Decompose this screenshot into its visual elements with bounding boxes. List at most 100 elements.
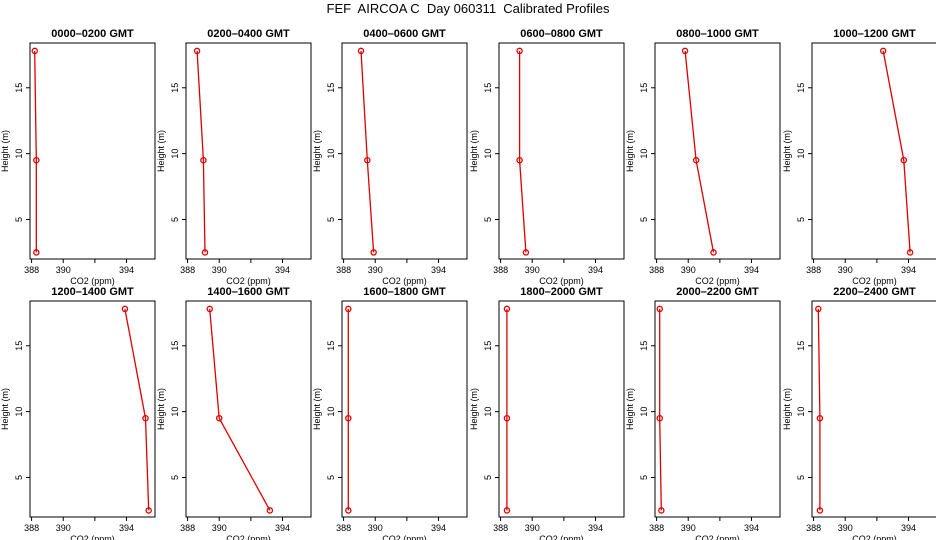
profile-panel: 1200–1400 GMT 388 390 394 CO2 (ppm) 5 10 15 Heig… <box>0 286 156 540</box>
x-axis-label: CO2 (ppm) <box>539 534 584 540</box>
x-tick-label: 390 <box>56 265 71 275</box>
co2-profile-line <box>518 50 527 253</box>
y-tick-label: 5 <box>14 475 24 480</box>
x-tick-label: 390 <box>368 265 383 275</box>
data-point <box>345 507 352 514</box>
panel-title: 1000–1200 GMT <box>833 28 916 40</box>
x-tick-label: 394 <box>901 523 916 533</box>
y-tick-label: 10 <box>170 407 180 417</box>
co2-profile-line <box>196 50 206 253</box>
x-tick-label: 394 <box>119 265 134 275</box>
co2-profile-line <box>684 50 715 253</box>
data-point <box>193 47 201 55</box>
x-tick-label: 394 <box>588 523 603 533</box>
x-tick-label: 390 <box>212 523 227 533</box>
plot-frame <box>341 42 468 260</box>
x-tick-label: 394 <box>744 523 759 533</box>
panel-title: 0200–0400 GMT <box>207 28 290 40</box>
data-point <box>503 414 511 422</box>
x-tick-label: 390 <box>838 523 853 533</box>
profile-panel: 0400–0600 GMT 388 390 394 CO2 (ppm) 5 10 15 Heig… <box>312 28 468 286</box>
data-point <box>692 156 700 164</box>
data-point <box>201 249 209 256</box>
data-point <box>33 156 40 164</box>
x-tick-label: 388 <box>806 265 821 275</box>
y-tick-label: 5 <box>483 217 493 222</box>
x-axis-label: CO2 (ppm) <box>695 534 740 540</box>
x-tick-label: 394 <box>744 265 759 275</box>
x-tick-label: 388 <box>493 523 508 533</box>
plot-frame <box>185 300 312 518</box>
y-tick-label: 10 <box>796 407 806 417</box>
x-axis-label: CO2 (ppm) <box>852 276 897 286</box>
y-tick-label: 5 <box>326 475 336 480</box>
data-point <box>345 414 352 422</box>
y-tick-label: 10 <box>14 149 24 159</box>
x-tick-label: 390 <box>681 265 696 275</box>
profile-panel: 0000–0200 GMT 388 390 394 CO2 (ppm) 5 10 15 Heig… <box>0 28 156 286</box>
y-tick-label: 15 <box>14 341 24 351</box>
co2-profile-line <box>360 50 375 253</box>
y-tick-label: 10 <box>14 407 24 417</box>
data-point <box>364 156 371 164</box>
data-point <box>31 47 38 55</box>
x-axis-label: CO2 (ppm) <box>70 534 115 540</box>
profile-panel: 2000–2200 GMT 388 390 394 CO2 (ppm) 5 10 15 Heig… <box>625 286 781 540</box>
panel-title: 1600–1800 GMT <box>363 286 446 298</box>
y-axis-label: Height (m) <box>156 130 166 172</box>
co2-profile-line <box>817 308 821 511</box>
data-point <box>370 249 377 256</box>
y-tick-label: 15 <box>483 83 493 93</box>
co2-profile-line <box>659 308 662 511</box>
plot-frame <box>29 300 156 518</box>
y-axis-label: Height (m) <box>0 388 10 430</box>
y-tick-label: 15 <box>639 341 649 351</box>
x-tick-label: 388 <box>180 523 195 533</box>
x-tick-label: 394 <box>901 265 916 275</box>
profile-panel: 1800–2000 GMT 388 390 394 CO2 (ppm) 5 10 15 Heig… <box>469 286 625 540</box>
panel-title: 0000–0200 GMT <box>51 28 134 40</box>
profile-panel: 1000–1200 GMT 388 390 394 CO2 (ppm) 5 10 15 Heig… <box>782 28 936 286</box>
y-axis-label: Height (m) <box>625 388 635 430</box>
co2-profile-line <box>34 50 37 253</box>
data-point <box>879 47 887 55</box>
panel-title: 0800–1000 GMT <box>676 28 759 40</box>
x-tick-label: 388 <box>806 523 821 533</box>
x-tick-label: 390 <box>525 265 540 275</box>
data-point <box>357 47 365 55</box>
y-axis-label: Height (m) <box>782 130 792 172</box>
profile-panel: 0800–1000 GMT 388 390 394 CO2 (ppm) 5 10 15 Heig… <box>625 28 781 286</box>
x-tick-label: 394 <box>588 265 603 275</box>
data-point <box>900 156 908 164</box>
panel-title: 2200–2400 GMT <box>833 286 916 298</box>
x-tick-label: 394 <box>431 523 446 533</box>
y-tick-label: 10 <box>639 407 649 417</box>
x-axis-label: CO2 (ppm) <box>382 534 427 540</box>
x-axis-label: CO2 (ppm) <box>539 276 584 286</box>
x-tick-label: 394 <box>275 265 290 275</box>
y-tick-label: 10 <box>170 149 180 159</box>
data-point <box>33 249 40 256</box>
y-tick-label: 15 <box>796 341 806 351</box>
plot-frame <box>654 42 781 260</box>
panel-title: 0600–0800 GMT <box>520 28 603 40</box>
data-point <box>656 305 663 313</box>
plot-frame <box>498 42 625 260</box>
x-tick-label: 388 <box>24 523 39 533</box>
x-tick-label: 390 <box>212 265 227 275</box>
y-tick-label: 15 <box>326 341 336 351</box>
y-tick-label: 5 <box>639 475 649 480</box>
x-axis-label: CO2 (ppm) <box>226 276 271 286</box>
x-tick-label: 390 <box>838 265 853 275</box>
y-tick-label: 10 <box>326 149 336 159</box>
y-tick-label: 5 <box>14 217 24 222</box>
y-tick-label: 5 <box>170 475 180 480</box>
profile-panel: 1400–1600 GMT 388 390 394 CO2 (ppm) 5 10 15 Heig… <box>156 286 312 540</box>
panel-title: 0400–0600 GMT <box>363 28 446 40</box>
data-point <box>816 507 824 514</box>
panel-title: 1400–1600 GMT <box>207 286 290 298</box>
plot-frame <box>811 42 936 260</box>
x-tick-label: 394 <box>431 265 446 275</box>
data-point <box>503 507 511 514</box>
data-point <box>503 305 511 313</box>
